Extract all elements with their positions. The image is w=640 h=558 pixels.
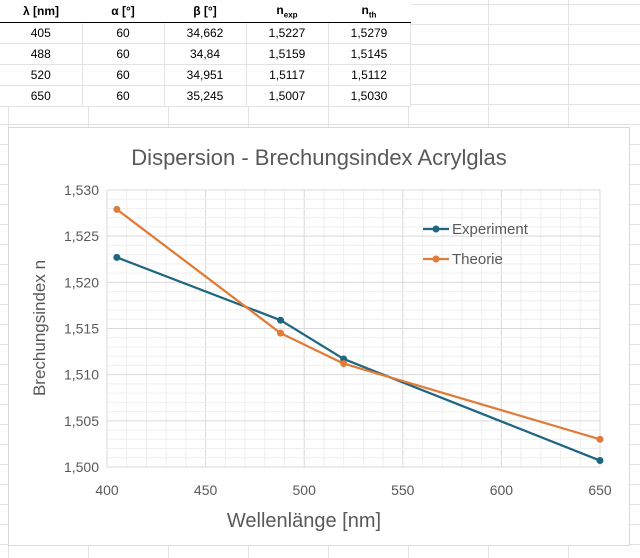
table-cell[interactable]: 35,245 (164, 85, 247, 107)
series-lines (113, 205, 604, 465)
data-point-theorie[interactable] (277, 329, 285, 337)
y-tick-label: 1,510 (64, 367, 99, 383)
y-tick-label: 1,525 (64, 228, 99, 244)
header-n-th[interactable]: nth (328, 0, 410, 23)
legend-marker-theorie (432, 255, 440, 263)
x-tick-label: 600 (490, 482, 514, 498)
x-tick-label: 450 (194, 482, 218, 498)
table-cell[interactable]: 34,951 (164, 64, 247, 86)
series-line-experiment[interactable] (116, 256, 601, 462)
table-row: 405 60 34,662 1,5227 1,5279 (0, 22, 411, 44)
x-tick-label: 400 (95, 482, 119, 498)
table-cell[interactable]: 60 (82, 22, 165, 44)
header-beta[interactable]: β [°] (164, 0, 246, 23)
table-row: 650 60 35,245 1,5007 1,5030 (0, 85, 411, 107)
chart[interactable]: 400 450 500 550 600 650 1,500 1,505 1,510 1,515 1… (8, 127, 630, 546)
y-tick-label: 1,505 (64, 413, 99, 429)
x-tick-label: 500 (293, 482, 317, 498)
table-cell[interactable]: 60 (82, 43, 165, 65)
table-cell[interactable]: 34,84 (164, 43, 247, 65)
table-cell[interactable]: 1,5030 (328, 85, 411, 107)
table-cell[interactable]: 60 (82, 64, 165, 86)
table-cell[interactable]: 1,5145 (328, 43, 411, 65)
table-cell[interactable]: 1,5279 (328, 22, 411, 44)
header-alpha[interactable]: α [°] (82, 0, 164, 23)
table-cell[interactable]: 60 (82, 85, 165, 107)
table-cell[interactable]: 488 (0, 43, 83, 65)
table-cell[interactable]: 1,5007 (246, 85, 329, 107)
table-cell[interactable]: 1,5159 (246, 43, 329, 65)
table-cell[interactable]: 520 (0, 64, 83, 86)
table-cell[interactable]: 1,5117 (246, 64, 329, 86)
legend-label-theorie: Theorie (452, 251, 503, 268)
legend-label-experiment: Experiment (452, 221, 529, 238)
table-cell[interactable]: 1,5227 (246, 22, 329, 44)
data-point-theorie[interactable] (113, 205, 121, 213)
table-cell[interactable]: 34,662 (164, 22, 247, 44)
table-cell[interactable]: 650 (0, 85, 83, 107)
table-row: 488 60 34,84 1,5159 1,5145 (0, 43, 411, 65)
table-header-row: λ [nm] α [°] β [°] nexp nth (0, 0, 410, 23)
series-line-theorie[interactable] (116, 208, 601, 441)
y-tick-label: 1,530 (64, 182, 99, 198)
header-n-exp[interactable]: nexp (246, 0, 328, 23)
table-row: 520 60 34,951 1,5117 1,5112 (0, 64, 411, 86)
data-table: λ [nm] α [°] β [°] nexp nth 405 60 34,66… (0, 0, 411, 107)
x-tick-labels: 400 450 500 550 600 650 (95, 482, 612, 498)
y-axis-title: Brechungsindex n (30, 260, 49, 396)
table-cell[interactable]: 405 (0, 22, 83, 44)
header-wavelength[interactable]: λ [nm] (0, 0, 82, 23)
data-point-experiment[interactable] (113, 253, 121, 261)
legend-marker-experiment (432, 225, 440, 233)
y-tick-label: 1,520 (64, 274, 99, 290)
gridlines (106, 189, 601, 468)
data-point-theorie[interactable] (596, 435, 604, 443)
x-axis-title: Wellenlänge [nm] (227, 510, 381, 532)
data-point-experiment[interactable] (596, 457, 604, 465)
y-tick-label: 1,500 (64, 459, 99, 475)
y-tick-label: 1,515 (64, 321, 99, 337)
data-point-theorie[interactable] (340, 360, 348, 368)
x-tick-label: 650 (588, 482, 612, 498)
y-tick-labels: 1,500 1,505 1,510 1,515 1,520 1,525 1,530 (64, 182, 99, 475)
data-point-experiment[interactable] (277, 316, 285, 324)
legend[interactable]: Experiment Theorie (423, 221, 529, 268)
table-cell[interactable]: 1,5112 (328, 64, 411, 86)
x-tick-label: 550 (391, 482, 415, 498)
chart-title: Dispersion - Brechungsindex Acrylglas (131, 145, 506, 170)
